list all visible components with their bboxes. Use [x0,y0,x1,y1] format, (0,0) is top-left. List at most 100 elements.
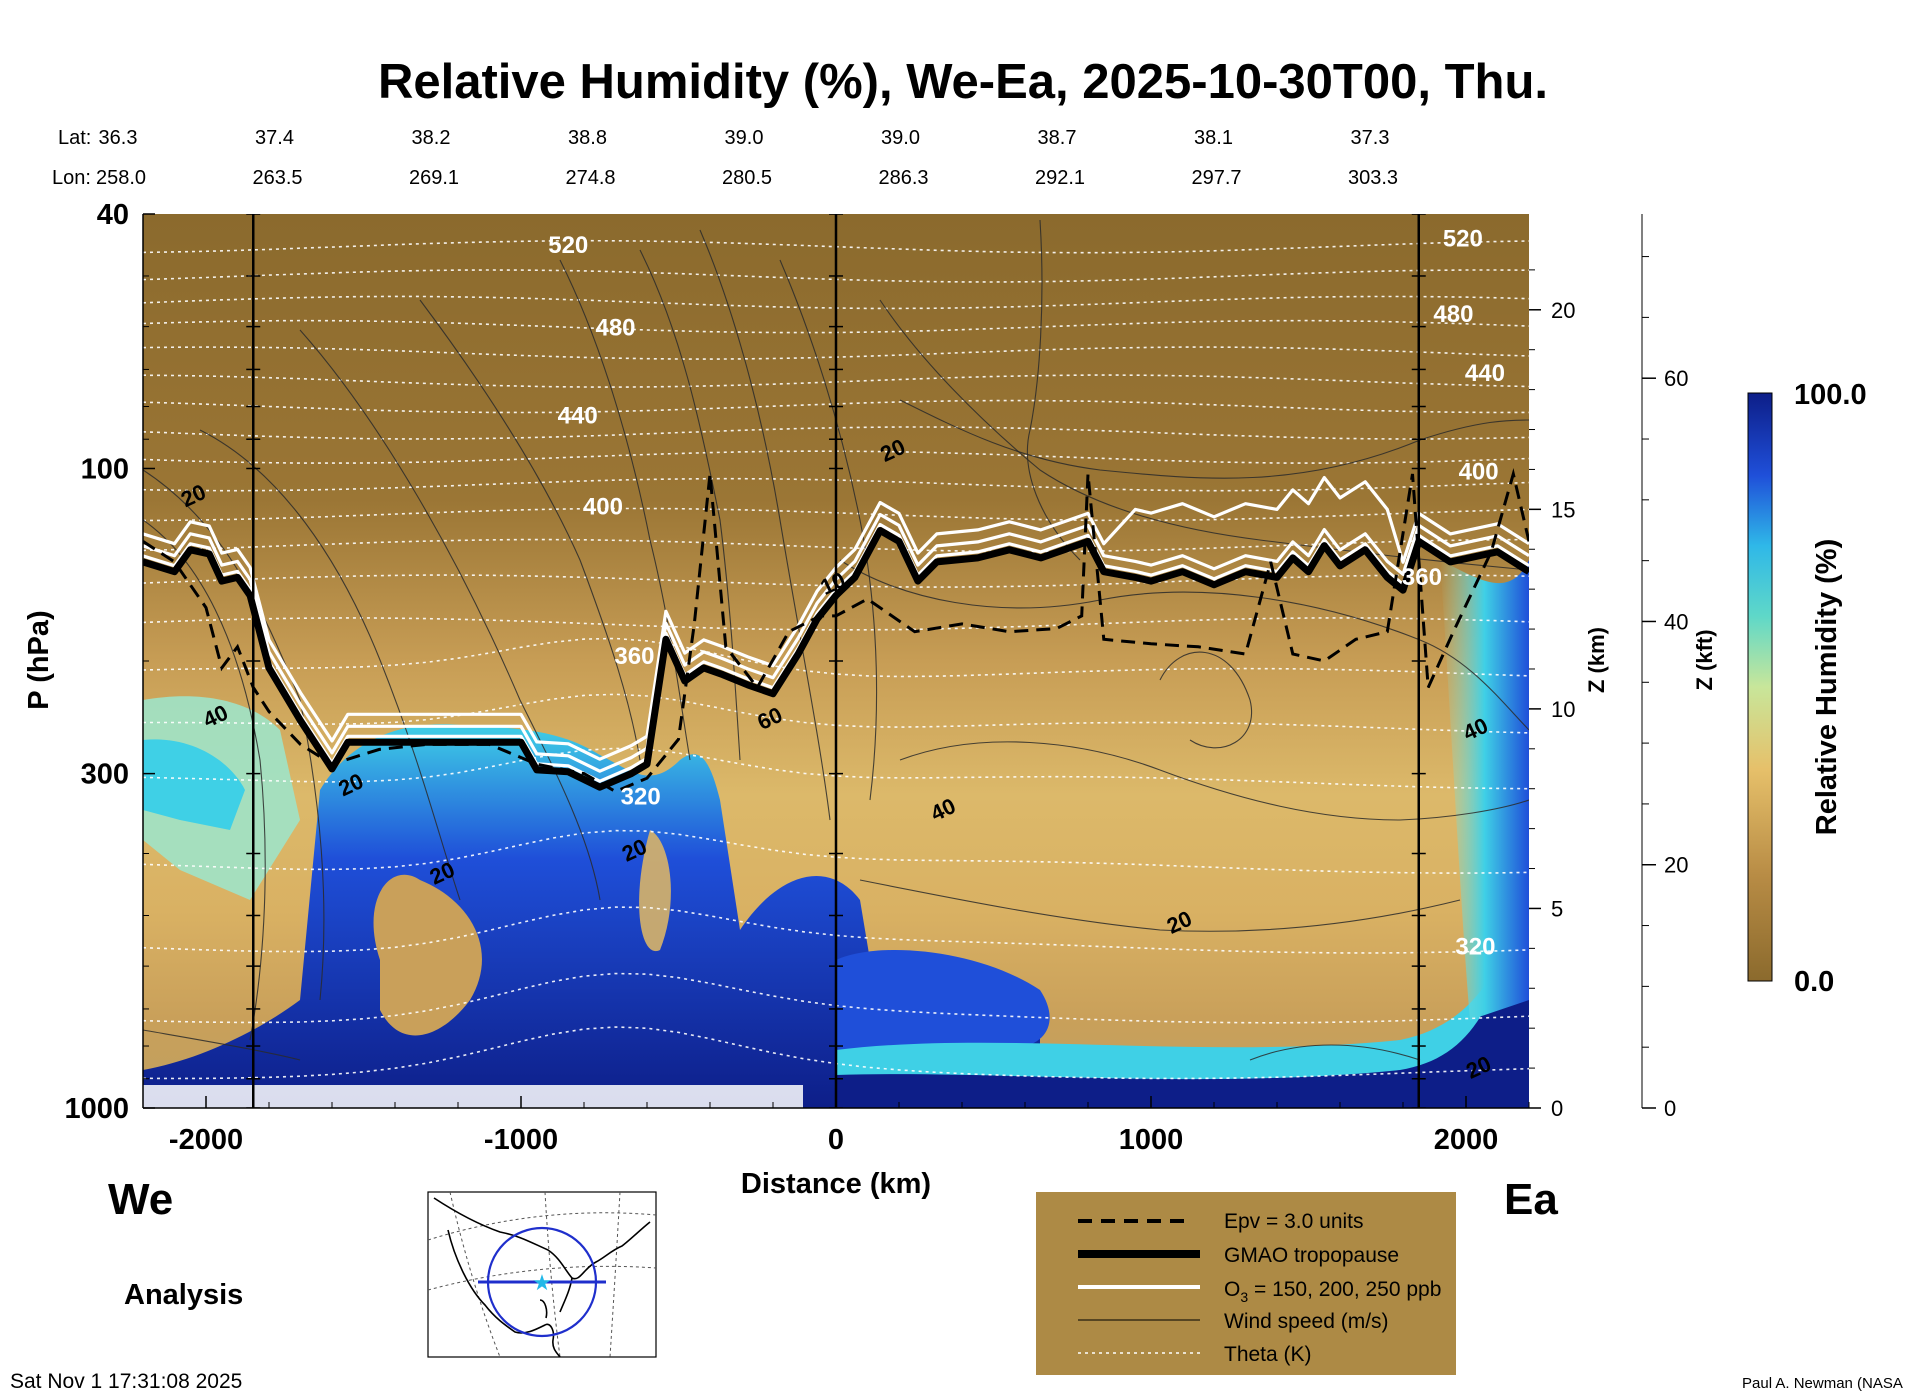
z-km-tick-label: 5 [1551,896,1563,921]
z-kft-tick-label: 0 [1664,1096,1676,1121]
theta-contour [143,829,1529,874]
wind-contour [1026,219,1081,561]
z-kft-label: Z (kft) [1692,629,1717,690]
legend: Epv = 3.0 units GMAO tropopause O3 = 150… [1036,1192,1456,1375]
analysis-label: Analysis [124,1279,243,1311]
lat-value: 39.0 [881,127,920,149]
lat-value: 38.2 [412,127,451,149]
rh-dry-pocket [639,830,671,952]
lat-value: 37.4 [255,127,294,149]
theta-label: 520 [548,232,588,259]
vertical-reference-lines [246,214,1426,1108]
wind-contour [199,429,461,901]
tropopause-line [143,527,1529,791]
z-kft-axis: 0 20 40 60 [1642,256,1688,1121]
y-tick-label: 300 [81,759,129,791]
theta-label: 480 [1433,301,1473,328]
lon-value: 274.8 [565,167,615,189]
wind-contour [559,259,691,761]
lon-value: 303.3 [1348,167,1398,189]
lat-value: 38.7 [1038,127,1077,149]
x-tick-label: 2000 [1434,1124,1499,1156]
theta-contour [143,693,1529,734]
theta-label: 520 [1443,226,1483,253]
z-km-axis: 0 5 10 15 20 [1529,269,1575,1121]
lon-value: 297.7 [1191,167,1241,189]
colorbar-min-label: 0.0 [1794,966,1834,998]
lat-value: 37.3 [1351,127,1390,149]
theta-label: 360 [1402,564,1442,591]
theta-label: 400 [1459,458,1499,485]
y-tick-label: 40 [97,199,129,231]
rh-missing-surface [143,1085,803,1108]
wind-contour [699,229,831,821]
rh-moist-sfc-deep [836,600,1529,1108]
legend-theta-label: Theta (K) [1224,1343,1312,1366]
legend-o3-prefix: O [1224,1278,1240,1301]
timestamp: Sat Nov 1 17:31:08 2025 [10,1370,242,1393]
wind-contours [143,219,1529,1061]
lat-lon-row: 36.3 258.0 37.4 263.5 38.2 269.1 38.8 274.8 39.0… [96,127,1398,189]
wind-contour [1159,651,1253,749]
theta-contour [143,747,1529,790]
lat-value: 38.8 [568,127,607,149]
lon-value: 269.1 [409,167,459,189]
x-ticks: -2000 -1000 0 1000 2000 [142,1096,1530,1156]
wind-contour [779,259,878,801]
theta-label: 320 [621,783,661,810]
x-tick-label: 1000 [1119,1124,1184,1156]
z-km-tick-label: 20 [1551,298,1575,323]
east-label: Ea [1504,1175,1558,1224]
theta-labels: 520 480 440 400 360 320 520 480 440 400 360 320 [548,226,1505,961]
locator-map-frame [427,1191,657,1358]
wind-contour [419,299,641,761]
theta-contour [143,906,1529,954]
locator-map: ★ [427,1191,657,1358]
theta-contour [143,637,1529,678]
theta-label: 440 [558,402,598,429]
wind-contour [143,469,325,1001]
wind-contour [879,299,1529,571]
x-tick-label: 0 [828,1124,844,1156]
map-center-star-icon: ★ [532,1271,552,1296]
z-kft-tick-label: 20 [1664,853,1688,878]
x-tick-label: -2000 [169,1124,243,1156]
x-axis-label: Distance (km) [741,1168,931,1200]
theta-label: 320 [1455,933,1495,960]
wind-contour [859,879,1461,932]
wind-contour [143,1029,301,1061]
wind-contour [1249,1044,1421,1061]
theta-label: 480 [595,315,635,342]
wind-contour [839,559,1529,731]
z-km-tick-label: 15 [1551,497,1575,522]
lon-value: 263.5 [252,167,302,189]
lon-value: 292.1 [1035,167,1085,189]
wind-contour [299,329,601,901]
ozone-contour [143,476,1529,761]
lon-label: Lon: [52,167,91,189]
colorbar-title: Relative Humidity (%) [1811,539,1843,836]
wind-contour [899,399,1529,479]
y-axis-label: P (hPa) [23,610,55,709]
ozone-contour [143,512,1529,773]
y-tick-label: 100 [81,453,129,485]
chart-title: Relative Humidity (%), We-Ea, 2025-10-30… [378,55,1548,109]
west-label: We [108,1175,173,1224]
lon-value: 286.3 [878,167,928,189]
y-ticks: 40 100 300 1000 [64,199,155,1125]
epv-line [143,468,1529,794]
z-km-label: Z (km) [1584,627,1609,693]
colorbar-max-label: 100.0 [1794,379,1867,411]
rh-moist-west-core [143,739,245,830]
wind-contour [143,519,266,1041]
lon-value: 258.0 [96,167,146,189]
rh-moist-central [143,724,1040,1108]
legend-wind-label: Wind speed (m/s) [1224,1310,1389,1333]
x-tick-label: -1000 [484,1124,558,1156]
credit-text: Paul A. Newman (NASA [1742,1375,1903,1392]
lat-value: 39.0 [725,127,764,149]
z-km-tick-label: 10 [1551,697,1575,722]
wind-contour [899,741,1529,821]
